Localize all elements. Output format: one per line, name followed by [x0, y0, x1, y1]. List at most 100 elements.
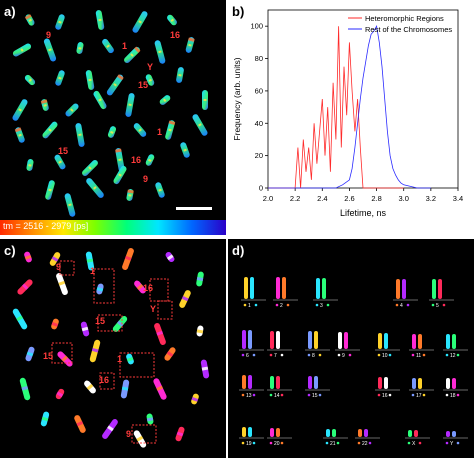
chromosome	[248, 427, 252, 437]
chromosome-number: 8	[312, 353, 315, 359]
y-tick-label: 80	[255, 54, 263, 63]
chromosome-number: 12	[450, 353, 456, 359]
highlight-box	[51, 342, 73, 364]
chromosome	[418, 378, 422, 389]
chromosome	[282, 277, 286, 299]
chromosome	[316, 278, 320, 299]
chromosome	[276, 428, 280, 437]
label-9-low: 9	[126, 429, 132, 439]
label-15-low: 15	[58, 146, 69, 156]
color-dot	[325, 441, 329, 445]
label-1-top: 1	[90, 266, 96, 276]
highlight-box	[157, 300, 173, 320]
color-dot	[456, 393, 460, 397]
chromosome-number: 11	[416, 353, 421, 359]
chromosome-number: 7	[274, 353, 277, 359]
color-dot	[280, 393, 284, 397]
chromosome-number: 10	[382, 353, 388, 359]
label-16-top: 16	[170, 30, 181, 40]
panel-c-segmented-image: c) 9 1 16 Y 15 15 1 16 9	[0, 239, 226, 458]
chromosome	[418, 334, 422, 349]
chromosome-number: Y	[450, 441, 454, 447]
color-dot	[368, 441, 372, 445]
chromosome	[338, 332, 342, 349]
y-tick-label: 0	[259, 184, 263, 193]
chromosome	[308, 331, 312, 349]
highlight-box	[131, 424, 157, 444]
chromosome	[384, 333, 388, 349]
color-dot	[442, 303, 446, 307]
chromosome	[412, 378, 416, 389]
color-dot	[243, 303, 247, 307]
color-dot	[395, 303, 399, 307]
lifetime-colorbar	[0, 220, 226, 235]
chromosome-number: 20	[274, 441, 280, 447]
chromosome	[432, 279, 436, 299]
color-dot	[286, 303, 290, 307]
chromosome	[248, 375, 252, 389]
chromosome-number: 6	[246, 353, 249, 359]
chromosome	[314, 376, 318, 389]
chromosome	[332, 429, 336, 437]
plot-frame	[267, 9, 459, 189]
x-axis-label: Lifetime, ns	[340, 208, 387, 218]
color-dot	[307, 353, 311, 357]
color-dot	[445, 393, 449, 397]
chromosome	[308, 376, 312, 389]
label-y: Y	[150, 304, 157, 314]
color-dot	[307, 393, 311, 397]
chromosome	[276, 277, 280, 299]
chromosome	[322, 278, 326, 299]
highlight-box	[97, 314, 123, 332]
highlight-box	[59, 260, 75, 276]
label-9-low: 9	[143, 174, 149, 184]
label-15-low: 15	[43, 351, 54, 361]
label-16-low: 16	[131, 155, 142, 165]
color-dot	[422, 353, 426, 357]
chromosome-number: 18	[450, 393, 456, 399]
highlight-box	[119, 352, 155, 378]
color-dot	[336, 441, 340, 445]
panel-d-karyotype: d) 1 2 3 4 5 6 7 8 9 10 11 12 13 14 15 16 17 18 19 20 21 22 X Y	[228, 239, 474, 458]
chromosome	[452, 431, 456, 437]
color-dot	[456, 441, 460, 445]
chromosome	[446, 378, 450, 389]
panel-c-label: c)	[4, 243, 16, 258]
scale-bar	[176, 207, 212, 210]
label-9-top: 9	[56, 262, 62, 272]
chromosome	[402, 279, 406, 299]
y-tick-label: 20	[255, 151, 263, 160]
chromosome	[270, 376, 274, 389]
color-dot	[411, 393, 415, 397]
x-tick-label: 3.4	[453, 194, 463, 203]
chromosome	[270, 428, 274, 437]
color-dot	[269, 441, 273, 445]
chromosome-number: 5	[436, 303, 439, 309]
chromosome	[384, 377, 388, 389]
label-1-top: 1	[122, 41, 128, 51]
chromosome	[276, 331, 280, 349]
color-dot	[241, 441, 245, 445]
x-tick-label: 2.0	[263, 194, 273, 203]
series-heteromorphic-line	[268, 26, 404, 189]
chromosome	[452, 378, 456, 389]
color-dot	[388, 393, 392, 397]
chromosome-number: 17	[416, 393, 422, 399]
color-dot	[411, 353, 415, 357]
chromosome-number: 1	[248, 303, 251, 309]
chromosome	[446, 334, 450, 349]
color-dot	[337, 353, 341, 357]
color-dot	[388, 353, 392, 357]
panel-c-chromosomes	[12, 248, 210, 448]
label-16-top: 16	[143, 283, 154, 293]
color-dot	[241, 393, 245, 397]
chromosome-number: 2	[280, 303, 283, 309]
legend-label: Rest of the Chromosomes	[365, 25, 452, 34]
chromosome	[242, 427, 246, 437]
chromosome-number: 14	[274, 393, 280, 399]
label-y: Y	[147, 62, 154, 72]
panel-a-chromosomes	[12, 10, 208, 217]
chromosome	[314, 331, 318, 349]
color-dot	[357, 441, 361, 445]
